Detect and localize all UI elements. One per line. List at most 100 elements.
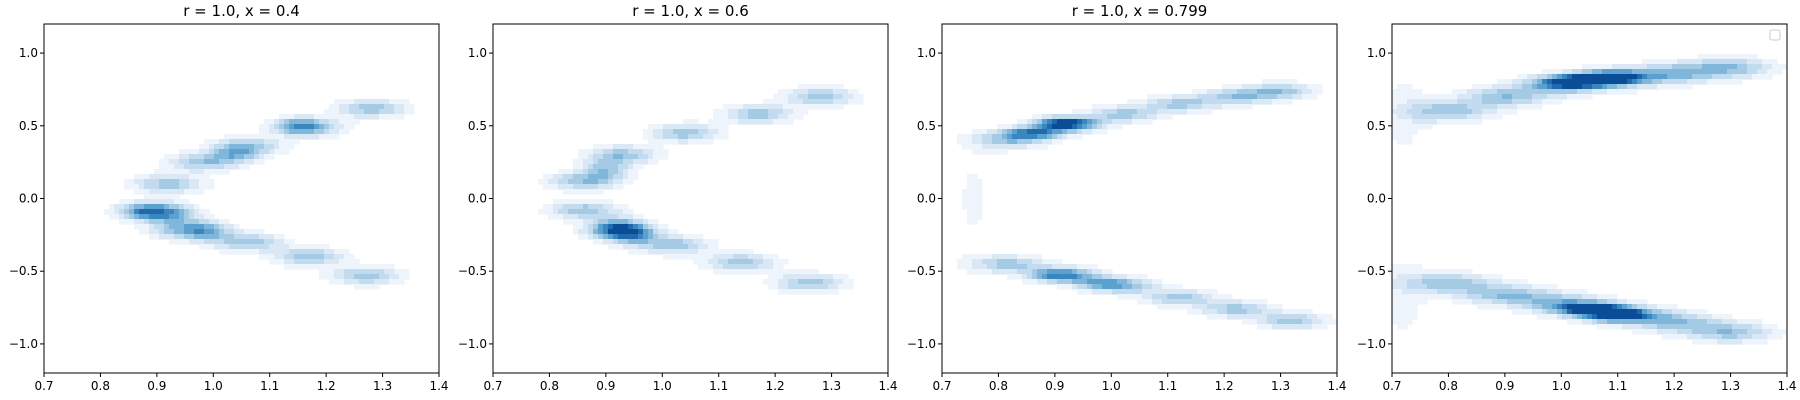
density-cell: [1667, 59, 1673, 65]
density-cell: [1407, 274, 1413, 280]
x-tick-label: 0.9: [1045, 379, 1064, 393]
density-cell: [982, 254, 988, 260]
density-cell: [1482, 289, 1488, 295]
density-cell: [1207, 289, 1213, 295]
density-cell: [1262, 89, 1268, 95]
density-cell: [1137, 284, 1143, 290]
density-cell: [573, 189, 579, 195]
density-cell: [219, 244, 225, 250]
density-cell: [1122, 289, 1128, 295]
density-cell: [364, 284, 370, 290]
density-cell: [1222, 94, 1228, 100]
density-cell: [199, 174, 205, 180]
density-cell: [628, 179, 634, 185]
density-cell: [1272, 89, 1278, 95]
density-cell: [1242, 299, 1248, 305]
density-cell: [239, 154, 245, 160]
density-cell: [304, 264, 310, 270]
density-cell: [828, 274, 834, 280]
density-cell: [623, 224, 629, 230]
density-cell: [1162, 109, 1168, 115]
density-cell: [1582, 84, 1588, 90]
density-cell: [209, 164, 215, 170]
density-contours: [957, 79, 1338, 330]
density-cell: [199, 214, 205, 220]
density-cell: [329, 124, 335, 130]
density-cell: [783, 94, 789, 100]
density-cell: [977, 269, 983, 275]
density-cell: [1127, 274, 1133, 280]
density-cell: [239, 234, 245, 240]
density-cell: [678, 129, 684, 135]
density-cell: [673, 249, 679, 255]
density-cell: [628, 214, 634, 220]
density-cell: [1107, 104, 1113, 110]
density-cell: [788, 279, 794, 285]
density-cell: [149, 179, 155, 185]
density-cell: [1522, 79, 1528, 85]
density-cell: [703, 259, 709, 265]
density-cell: [987, 254, 993, 260]
density-cell: [309, 244, 315, 250]
density-cell: [1407, 119, 1413, 125]
density-cell: [773, 284, 779, 290]
density-cell: [643, 224, 649, 230]
density-cell: [768, 274, 774, 280]
x-tick-label: 0.9: [1495, 379, 1514, 393]
density-cell: [149, 209, 155, 215]
density-cell: [1672, 64, 1678, 70]
density-cell: [733, 119, 739, 125]
density-cell: [738, 259, 744, 265]
density-cell: [1287, 324, 1293, 330]
density-cell: [349, 104, 355, 110]
density-cell: [179, 169, 185, 175]
density-cell: [1177, 104, 1183, 110]
density-cell: [738, 254, 744, 260]
density-cell: [718, 109, 724, 115]
density-cell: [1452, 99, 1458, 105]
x-tick-label: 1.4: [1777, 379, 1796, 393]
density-cell: [299, 254, 305, 260]
density-cell: [1392, 89, 1398, 95]
density-cell: [1622, 319, 1628, 325]
density-cell: [618, 209, 624, 215]
density-cell: [1067, 274, 1073, 280]
density-cell: [598, 159, 604, 165]
density-cell: [1762, 334, 1768, 340]
density-cell: [1082, 269, 1088, 275]
density-cell: [1082, 129, 1088, 135]
density-cell: [1402, 304, 1408, 310]
density-cell: [1187, 294, 1193, 300]
density-cell: [354, 269, 360, 275]
density-cell: [553, 174, 559, 180]
density-cell: [229, 229, 235, 235]
density-cell: [244, 139, 250, 145]
density-cell: [823, 104, 829, 110]
density-cell: [628, 159, 634, 165]
density-cell: [1697, 54, 1703, 60]
density-cell: [1142, 114, 1148, 120]
density-cell: [384, 264, 390, 270]
density-cell: [1552, 99, 1558, 105]
density-cell: [1392, 94, 1398, 100]
density-cell: [274, 134, 280, 140]
density-cell: [134, 179, 140, 185]
density-cell: [823, 274, 829, 280]
density-cell: [149, 229, 155, 235]
density-cell: [1182, 109, 1188, 115]
density-cell: [184, 184, 190, 190]
density-cell: [399, 114, 405, 120]
density-cell: [409, 104, 415, 110]
density-cell: [748, 264, 754, 270]
density-cell: [1292, 79, 1298, 85]
density-cell: [234, 154, 240, 160]
density-cell: [698, 239, 704, 245]
density-cell: [1102, 269, 1108, 275]
density-cell: [663, 224, 669, 230]
density-cell: [593, 209, 599, 215]
density-cell: [608, 214, 614, 220]
density-cell: [1747, 319, 1753, 325]
density-cell: [1007, 254, 1013, 260]
density-cell: [1302, 314, 1308, 320]
density-cell: [1112, 104, 1118, 110]
